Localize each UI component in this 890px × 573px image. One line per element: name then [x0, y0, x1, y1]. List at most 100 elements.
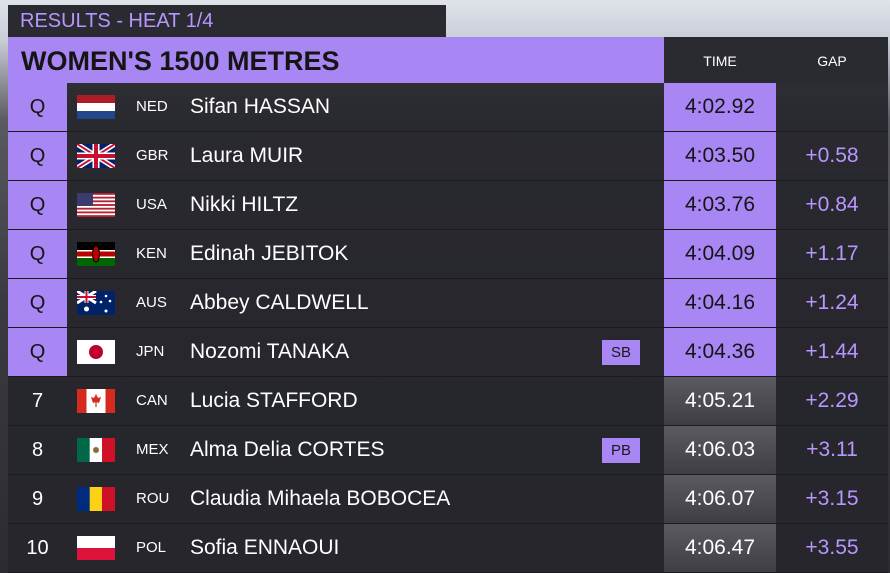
flag — [77, 438, 115, 462]
rank: Q — [8, 181, 67, 229]
time: 4:02.92 — [664, 83, 776, 131]
gap: +3.15 — [805, 487, 859, 510]
flag-shape — [77, 196, 115, 199]
gap: +1.24 — [805, 291, 859, 314]
gap: +3.11 — [806, 438, 858, 461]
gap: +1.17 — [805, 242, 859, 265]
flag — [77, 340, 115, 364]
rank: 9 — [31, 488, 44, 510]
time: 4:06.03 — [664, 426, 776, 474]
flag-shape — [108, 299, 112, 303]
gap: +2.29 — [805, 389, 859, 412]
time: 4:03.50 — [664, 132, 776, 180]
rank: Q — [8, 83, 67, 131]
flag-shape — [77, 207, 115, 210]
flag-shape — [102, 487, 115, 511]
gap: +1.44 — [805, 340, 859, 363]
flag-shape — [104, 309, 108, 313]
rank: 10 — [26, 537, 49, 559]
flag — [77, 291, 115, 315]
rank: Q — [8, 230, 67, 278]
flag-shape — [77, 204, 115, 206]
flag-shape — [77, 95, 115, 103]
flag-shape — [102, 438, 115, 462]
flag — [77, 144, 115, 168]
flag-shape — [77, 215, 115, 217]
flag-shape — [77, 487, 90, 511]
flag-shape — [77, 291, 96, 303]
athlete-name: Sifan HASSAN — [190, 95, 331, 118]
result-row: Q NED Sifan HASSAN 4:02.92 — [8, 83, 888, 132]
country-code: GBR — [136, 147, 169, 164]
athlete-name: Nozomi TANAKA — [190, 340, 350, 363]
flag-shape — [77, 111, 115, 119]
country-code: KEN — [136, 245, 167, 262]
flag — [77, 95, 115, 119]
flag-shape — [105, 389, 115, 413]
heat-label: RESULTS - HEAT 1/4 — [8, 5, 446, 37]
flag-shape — [77, 193, 93, 206]
column-header: GAP — [776, 37, 888, 83]
rank: Q — [8, 328, 67, 376]
country-code: CAN — [136, 392, 168, 409]
flag — [77, 242, 115, 266]
country-code: ROU — [136, 490, 170, 507]
country-code: AUS — [136, 294, 167, 311]
flag-shape — [77, 536, 115, 548]
time: 4:06.07 — [664, 475, 776, 523]
athlete-name: Claudia Mihaela BOBOCEA — [190, 487, 451, 510]
rank: 8 — [31, 439, 44, 461]
time: 4:03.76 — [664, 181, 776, 229]
flag-shape — [77, 193, 115, 195]
result-row: Q GBR Laura MUIR 4:03.50 +0.58 — [8, 132, 888, 181]
record-badge: SB — [602, 340, 640, 365]
rank: 7 — [31, 390, 44, 412]
result-row: 10 POL Sofia ENNAOUI 4:06.47 +3.55 — [8, 524, 888, 573]
athlete-name: Edinah JEBITOK — [190, 242, 349, 265]
rank: Q — [8, 132, 67, 180]
athlete-name: Sofia ENNAOUI — [190, 536, 340, 559]
flag-shape — [77, 211, 115, 214]
athlete-name: Abbey CALDWELL — [190, 291, 369, 314]
flag — [77, 487, 115, 511]
time: 4:06.47 — [664, 524, 776, 572]
flag-shape — [77, 438, 90, 462]
result-row: 9 ROU Claudia Mihaela BOBOCEA 4:06.07 +3.15 — [8, 475, 888, 524]
flag-shape — [77, 200, 115, 203]
flag-shape — [91, 394, 101, 403]
column-header: TIME — [664, 37, 776, 83]
athlete-name: Nikki HILTZ — [190, 193, 299, 216]
country-code: NED — [136, 98, 168, 115]
result-row: Q USA Nikki HILTZ 4:03.76 +0.84 — [8, 181, 888, 230]
flag-shape — [99, 300, 103, 304]
time: 4:04.16 — [664, 279, 776, 327]
flag-shape — [92, 245, 100, 263]
flag — [77, 389, 115, 413]
flag-shape — [77, 144, 115, 168]
time: 4:04.09 — [664, 230, 776, 278]
flag — [77, 536, 115, 560]
country-code: JPN — [136, 343, 165, 360]
time: 4:04.36 — [664, 328, 776, 376]
athlete-name: Laura MUIR — [190, 144, 304, 167]
athlete-name: Lucia STAFFORD — [190, 389, 358, 412]
country-code: POL — [136, 539, 167, 556]
flag-shape — [77, 389, 87, 413]
gap: +3.55 — [805, 536, 859, 559]
country-code: USA — [136, 196, 167, 213]
time: 4:05.21 — [664, 377, 776, 425]
flag-shape — [89, 345, 103, 359]
flag-shape — [93, 447, 99, 453]
event-title: WOMEN'S 1500 METRES — [8, 37, 664, 83]
rank: Q — [8, 279, 67, 327]
gap: +0.84 — [805, 193, 859, 216]
flag-shape — [95, 402, 97, 407]
flag — [77, 193, 115, 217]
record-badge: PB — [602, 438, 640, 463]
result-row: Q JPN Nozomi TANAKA SB 4:04.36 +1.44 — [8, 328, 888, 377]
flag-shape — [84, 306, 89, 312]
result-row: 8 MEX Alma Delia CORTES PB 4:06.03 +3.11 — [8, 426, 888, 475]
flag-shape — [89, 487, 103, 511]
flag-shape — [77, 103, 115, 111]
